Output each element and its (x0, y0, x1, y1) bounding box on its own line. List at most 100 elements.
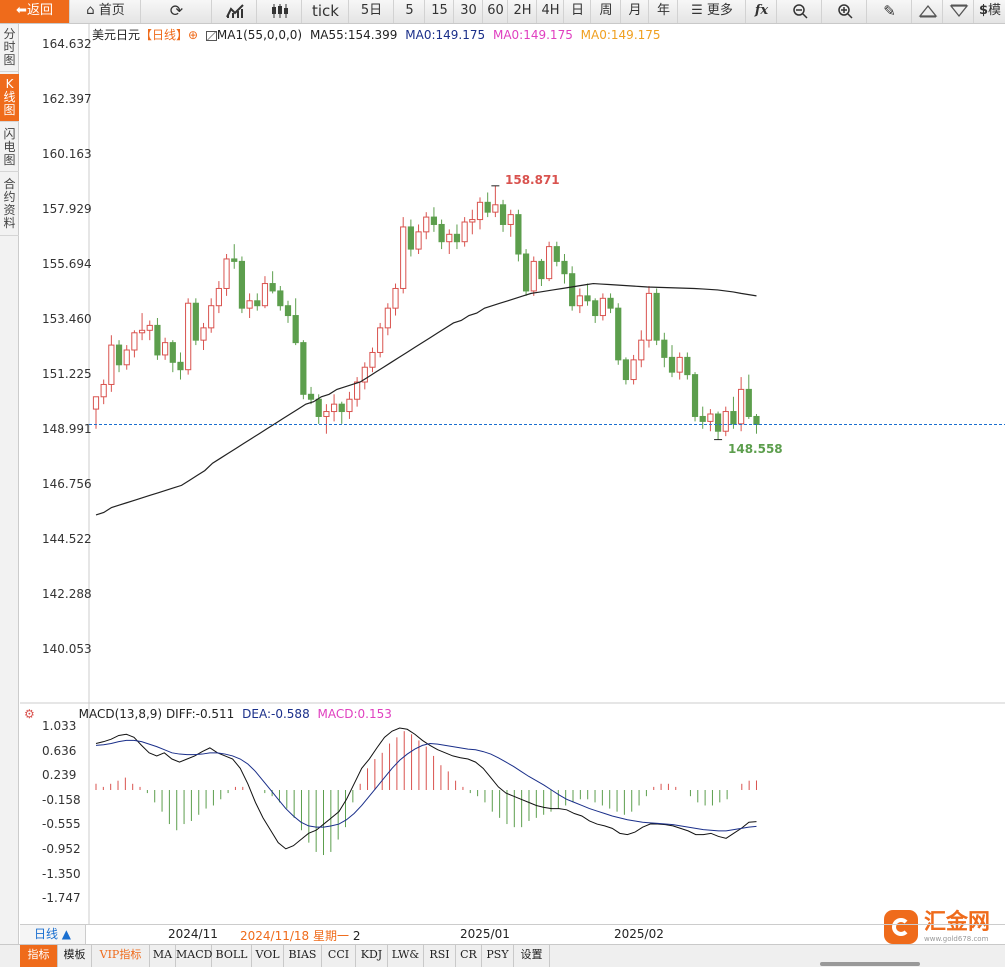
period-tag[interactable]: 【日线】 (140, 28, 189, 42)
candle (284, 305, 292, 317)
tab-indicator[interactable]: 指标 (20, 945, 58, 967)
period-5min[interactable]: 5 (395, 0, 425, 23)
chart-area[interactable]: 164.632 162.397 160.163 157.929 155.694 153.4… (20, 24, 1005, 944)
tab-ma[interactable]: MA (150, 945, 176, 967)
draw-button[interactable]: ✎ (868, 0, 912, 23)
ma-toggle-icon[interactable] (205, 30, 217, 41)
date-axis: 日线 ▲ 2024/11 2024/11/18 星期一 2 2025/01 20… (20, 924, 1005, 944)
sidebar-item-flash[interactable]: 闪电图 (0, 124, 19, 172)
candle (115, 344, 123, 366)
price-tick-label: 142.288 (42, 587, 92, 601)
tab-boll[interactable]: BOLL (212, 945, 252, 967)
sidebar-item-contract-info[interactable]: 合约资料 (0, 174, 19, 236)
macd-tick-label: 1.033 (42, 719, 77, 733)
formula-button[interactable]: fx (747, 0, 777, 23)
candle (638, 339, 645, 361)
sidebar-item-kline[interactable]: K线图 (0, 74, 19, 122)
zoom-in-button[interactable] (823, 0, 867, 23)
toolbar: ⬅返回 ⌂ 首页 ⟳ tick 5日 5 15 30 60 2H 4H 日 周 … (0, 0, 1005, 24)
candle (653, 292, 660, 341)
period-30min[interactable]: 30 (455, 0, 483, 23)
ma0-value-blue: MA0:149.175 (405, 28, 486, 42)
tab-psy[interactable]: PSY (482, 945, 514, 967)
candle (277, 290, 284, 307)
tab-cr[interactable]: CR (456, 945, 482, 967)
macd-tick-label: -0.158 (42, 792, 81, 807)
candle (515, 214, 522, 255)
tab-vip-indicator[interactable]: VIP指标 (92, 945, 150, 967)
watermark: 汇金网 www.gold678.com (884, 910, 990, 944)
tab-cci[interactable]: CCI (322, 945, 356, 967)
candle (185, 302, 192, 371)
indicator-tabs: 指标 模板 VIP指标 MA MACD BOLL VOL BIAS CCI KDJ LW& RSI CR… (0, 944, 1005, 967)
sidebar-item-timeshare[interactable]: 分时图 (0, 24, 19, 72)
macd-title: MACD(13,8,9) (78, 707, 163, 721)
candle (231, 258, 238, 262)
zoom-in-icon (837, 3, 853, 19)
refresh-button[interactable]: ⟳ (142, 0, 212, 23)
tab-template[interactable]: 模板 (58, 945, 92, 967)
tab-kdj[interactable]: KDJ (356, 945, 388, 967)
candle (507, 214, 514, 225)
ma55-value: MA55:154.399 (309, 28, 398, 42)
refresh-icon: ⟳ (169, 1, 184, 20)
period-60min[interactable]: 60 (484, 0, 508, 23)
tab-vol[interactable]: VOL (252, 945, 284, 967)
price-tick-label: 146.756 (42, 477, 92, 491)
candle (684, 356, 691, 376)
candle (354, 381, 361, 400)
candle (576, 295, 583, 307)
ma0-value-orange: MA0:149.175 (580, 28, 661, 42)
macd-tick-label: 0.636 (42, 743, 77, 758)
tab-lw[interactable]: LW& (388, 945, 424, 967)
price-tick-label: 153.460 (42, 312, 92, 326)
period-week[interactable]: 周 (592, 0, 621, 23)
candle (169, 342, 176, 363)
candle (92, 396, 100, 410)
tab-macd[interactable]: MACD (176, 945, 212, 967)
period-2h[interactable]: 2H (509, 0, 537, 23)
macd-tick-label: -0.555 (42, 817, 81, 832)
settings-gear-icon[interactable]: ⊕ (188, 28, 199, 42)
scroll-up-button[interactable] (913, 0, 943, 23)
tab-rsi[interactable]: RSI (424, 945, 456, 967)
watermark-name: 汇金网 (924, 910, 991, 935)
period-5day[interactable]: 5日 (350, 0, 394, 23)
more-button[interactable]: ☰ 更多 (679, 0, 746, 23)
macd-settings-icon[interactable]: ⚙ (24, 707, 35, 721)
candle (469, 219, 476, 223)
tab-settings[interactable]: 设置 (514, 945, 550, 967)
zoom-out-button[interactable] (778, 0, 822, 23)
candle (146, 324, 153, 331)
macd-chart[interactable] (20, 704, 1005, 924)
template-button[interactable]: $模 (978, 3, 1002, 18)
price-tick-label: 151.225 (42, 367, 92, 381)
candle (722, 411, 729, 432)
tab-bias[interactable]: BIAS (284, 945, 322, 967)
candle (546, 246, 553, 280)
dea-value: DEA:-0.588 (242, 707, 310, 721)
back-button[interactable]: ⬅返回 (0, 0, 70, 23)
price-chart[interactable] (20, 24, 1005, 704)
period-day[interactable]: 日 (565, 0, 591, 23)
macd-tick-label: -1.747 (42, 891, 81, 906)
period-15min[interactable]: 15 (426, 0, 454, 23)
period-4h[interactable]: 4H (538, 0, 564, 23)
period-month[interactable]: 月 (622, 0, 649, 23)
horizontal-scrollbar[interactable] (820, 962, 920, 966)
period-year[interactable]: 年 (650, 0, 678, 23)
candle (753, 415, 760, 425)
candle (630, 359, 637, 381)
tick-button[interactable]: tick (303, 0, 349, 23)
home-button[interactable]: ⌂ 首页 (71, 0, 141, 23)
chart-type-button[interactable] (213, 0, 257, 23)
candle (330, 403, 338, 413)
period-dropdown[interactable]: 日线 ▲ (20, 925, 86, 944)
candle (738, 388, 745, 425)
candle (615, 307, 622, 361)
scroll-down-button[interactable] (944, 0, 974, 23)
candle (200, 327, 207, 341)
candle (269, 283, 276, 292)
candlestick-button[interactable] (258, 0, 302, 23)
price-tick-label: 160.163 (42, 147, 92, 161)
